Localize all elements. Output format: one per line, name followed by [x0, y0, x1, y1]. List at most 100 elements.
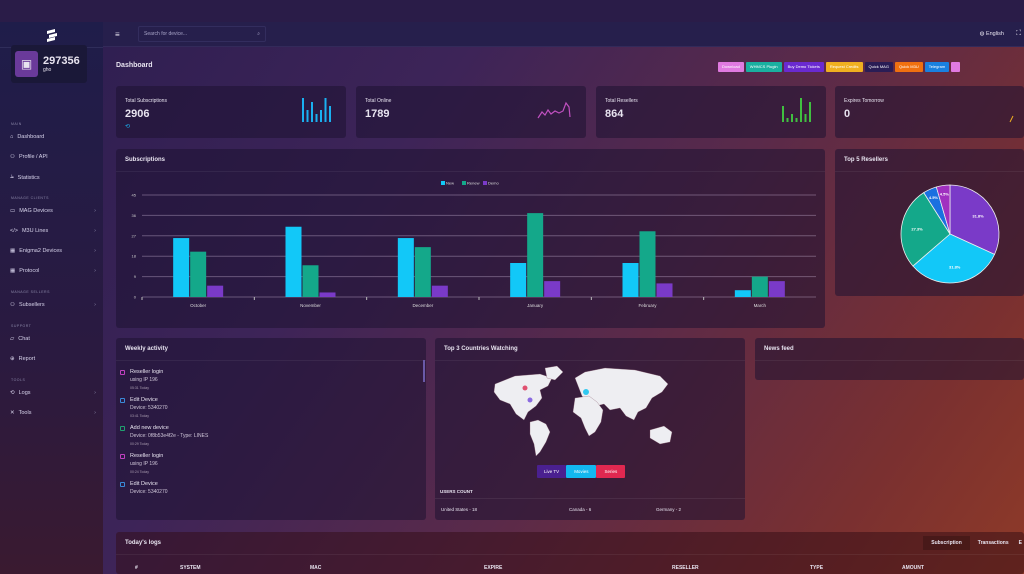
- quick-button[interactable]: Download: [718, 62, 744, 72]
- col-reseller[interactable]: RESELLER: [672, 565, 699, 571]
- chart-icon: ⫡: [10, 174, 14, 180]
- sidebar-item-chat[interactable]: ▱ Chat: [10, 336, 96, 342]
- x-tick-label: February: [638, 303, 657, 308]
- pie-label: 31.8%: [972, 213, 984, 218]
- pie-slice[interactable]: [949, 184, 1000, 255]
- y-tick-label: 18: [132, 254, 137, 259]
- legend-label[interactable]: New: [446, 181, 454, 186]
- activity-title: Reseller login: [130, 453, 164, 459]
- search-input[interactable]: Search for device... ⌕: [138, 26, 266, 42]
- label: Statistics: [17, 174, 40, 181]
- map-marker-germany[interactable]: [583, 389, 589, 395]
- bar-renew[interactable]: [527, 213, 544, 297]
- x-tick-label: December: [412, 303, 433, 308]
- balance-card: ▣ 297356 gho: [11, 45, 87, 83]
- sidebar-item-tools[interactable]: ✕ Tools ›: [10, 410, 96, 416]
- bar-new[interactable]: [397, 238, 414, 297]
- bar-new[interactable]: [173, 238, 190, 297]
- x-tick-label: March: [754, 303, 767, 308]
- bar-new[interactable]: [510, 263, 527, 297]
- bar-new[interactable]: [734, 290, 751, 297]
- sidebar-item-report[interactable]: ⊕ Report: [10, 356, 96, 362]
- panel-title: Top 5 Resellers: [835, 149, 1024, 172]
- stat-value: 1789: [365, 108, 390, 120]
- bar-renew[interactable]: [302, 265, 319, 297]
- map-marker-canada[interactable]: [522, 385, 528, 391]
- sidebar-item-logs[interactable]: ⟲ Logs ›: [10, 390, 96, 396]
- section-clients: MANAGE CLIENTS: [11, 196, 49, 200]
- language-selector[interactable]: ◍ English: [980, 31, 1004, 37]
- quick-button-overflow[interactable]: [951, 62, 961, 72]
- sidebar-item-statistics[interactable]: ⫡ Statistics: [10, 174, 96, 181]
- sidebar-item-profile[interactable]: ⚇ Profile / API: [10, 154, 96, 160]
- legend-label[interactable]: Demo: [488, 181, 499, 186]
- topbar: ≡ Search for device... ⌕ ◍ English ⛶: [103, 22, 1024, 47]
- panel-title: News feed: [755, 338, 1024, 361]
- activity-item: Edit Device Device: 5340270: [116, 481, 426, 495]
- menu-toggle-icon[interactable]: ≡: [115, 29, 120, 39]
- tab-series[interactable]: Series: [596, 465, 626, 478]
- activity-icon: [120, 482, 125, 487]
- quick-button[interactable]: Quick MAG: [864, 62, 893, 72]
- col-mac[interactable]: MAC: [310, 565, 322, 571]
- bar-demo[interactable]: [544, 281, 561, 297]
- legend-swatch: [441, 181, 445, 185]
- bar-new[interactable]: [285, 226, 302, 297]
- bar-demo[interactable]: [319, 292, 336, 297]
- chevron-right-icon: ›: [94, 248, 96, 254]
- sidebar-item-subsellers[interactable]: ⚇ Subsellers ›: [10, 302, 96, 308]
- activity-detail: Device: 5340270: [130, 489, 168, 495]
- tab-movies[interactable]: Movies: [566, 465, 597, 478]
- col-type[interactable]: TYPE: [810, 565, 824, 571]
- country-count: United States - 18: [441, 507, 478, 512]
- map-marker-united-states[interactable]: [527, 397, 533, 403]
- activity-time: 00:24 Today: [130, 470, 150, 474]
- col-expire[interactable]: EXPIRE: [484, 565, 503, 571]
- bar-renew[interactable]: [414, 247, 431, 297]
- search-icon[interactable]: ⌕: [257, 31, 260, 37]
- tab-transactions[interactable]: Transactions: [977, 540, 1009, 546]
- bar-renew[interactable]: [751, 276, 768, 297]
- sparkline: [302, 98, 331, 122]
- quick-button[interactable]: Telegram: [924, 62, 950, 72]
- quick-button[interactable]: WHMCS Plugin: [745, 62, 782, 72]
- pie-slice[interactable]: [935, 184, 951, 235]
- col-amount[interactable]: AMOUNT: [902, 565, 924, 571]
- activity-title: Edit Device: [130, 481, 158, 487]
- tab-live-tv[interactable]: Live TV: [537, 465, 567, 478]
- sidebar-item-m3u-lines[interactable]: </> M3U Lines ›: [10, 228, 96, 234]
- fullscreen-icon[interactable]: ⛶: [1016, 30, 1021, 37]
- tools-icon: ✕: [10, 410, 15, 416]
- bar-new[interactable]: [622, 263, 639, 297]
- scrollbar[interactable]: [423, 360, 425, 382]
- bar-demo[interactable]: [656, 283, 673, 297]
- sidebar-item-protocol[interactable]: ▦ Protocol ›: [10, 268, 96, 274]
- activity-detail: Device: 5340270: [130, 405, 168, 411]
- section-tools: TOOLS: [11, 378, 26, 382]
- pie-slice[interactable]: [900, 192, 951, 267]
- world-map: [493, 365, 673, 457]
- col-system[interactable]: SYSTEM: [180, 565, 201, 571]
- quick-button[interactable]: Buy Demo Tickets: [783, 62, 824, 72]
- pie-slice[interactable]: [912, 233, 996, 284]
- quick-button[interactable]: Request Credits: [825, 62, 863, 72]
- bar-demo[interactable]: [768, 281, 785, 297]
- tab-subscription[interactable]: Subscription: [923, 536, 970, 550]
- subscriptions-bar-chart: 0 9 18 27 36 45 October November December January…: [132, 181, 816, 308]
- bar-demo[interactable]: [207, 285, 224, 297]
- col-index[interactable]: #: [135, 565, 138, 571]
- bar-demo[interactable]: [431, 285, 448, 297]
- sidebar-item-enigma2[interactable]: ▦ Enigma2 Devices ›: [10, 248, 96, 254]
- quick-button[interactable]: Quick M3U: [894, 62, 923, 72]
- legend-swatch: [462, 181, 466, 185]
- pie-label: 4.5%: [929, 195, 939, 200]
- globe-icon: ◍: [979, 31, 985, 37]
- tab-more[interactable]: E: [1018, 540, 1022, 546]
- sidebar-item-mag-devices[interactable]: ▭ MAG Devices ›: [10, 208, 96, 214]
- sidebar-item-dashboard[interactable]: ⌂ Dashboard: [10, 134, 96, 140]
- legend-label[interactable]: Renew: [467, 181, 480, 186]
- bar-renew[interactable]: [639, 231, 656, 297]
- bar-renew[interactable]: [190, 251, 207, 297]
- refresh-icon[interactable]: ⟲: [125, 124, 131, 130]
- stat-card: Total Subscriptions 2906 ⟲: [116, 86, 346, 138]
